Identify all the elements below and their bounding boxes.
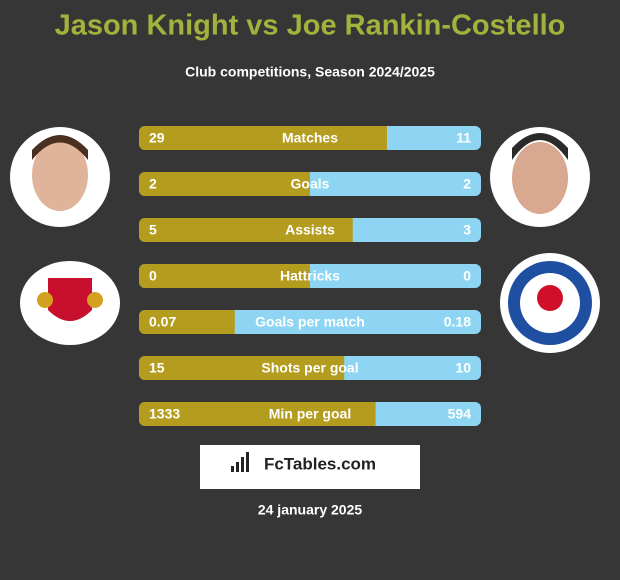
- left-value: 5: [149, 222, 157, 238]
- right-value: 2: [463, 176, 471, 192]
- stat-label: Matches: [282, 130, 338, 146]
- left-value: 1333: [149, 406, 180, 422]
- subtitle: Club competitions, Season 2024/2025: [185, 64, 435, 80]
- left-value: 2: [149, 176, 157, 192]
- stat-label: Hattricks: [280, 268, 340, 284]
- stat-label: Min per goal: [269, 406, 351, 422]
- brand-icon: [231, 452, 249, 472]
- brand: FcTables.com: [264, 454, 376, 473]
- bar-left: [139, 172, 310, 196]
- date: 24 january 2025: [258, 502, 363, 518]
- title: Jason Knight vs Joe Rankin-Costello: [55, 10, 566, 42]
- club-left-logo: [20, 261, 120, 345]
- right-value: 0.18: [444, 314, 471, 330]
- bar-left: [139, 126, 387, 150]
- right-value: 11: [456, 130, 471, 146]
- club-right-logo: [500, 253, 600, 353]
- right-value: 10: [455, 360, 471, 376]
- bar-left: [139, 310, 235, 334]
- left-value: 15: [149, 360, 165, 376]
- stat-label: Goals: [291, 176, 330, 192]
- right-value: 3: [463, 222, 471, 238]
- bar-left: [139, 402, 376, 426]
- player-right-photo: [490, 127, 590, 227]
- bar-left: [139, 264, 310, 288]
- stat-label: Goals per match: [255, 314, 365, 330]
- bar-left: [139, 218, 353, 242]
- stat-label: Shots per goal: [261, 360, 358, 376]
- bar-left: [139, 356, 345, 380]
- right-value: 594: [448, 406, 472, 422]
- stat-label: Assists: [285, 222, 335, 238]
- player-left-photo: [10, 127, 110, 227]
- left-value: 29: [149, 130, 165, 146]
- right-value: 0: [463, 268, 471, 284]
- left-value: 0: [149, 268, 157, 284]
- left-value: 0.07: [149, 314, 176, 330]
